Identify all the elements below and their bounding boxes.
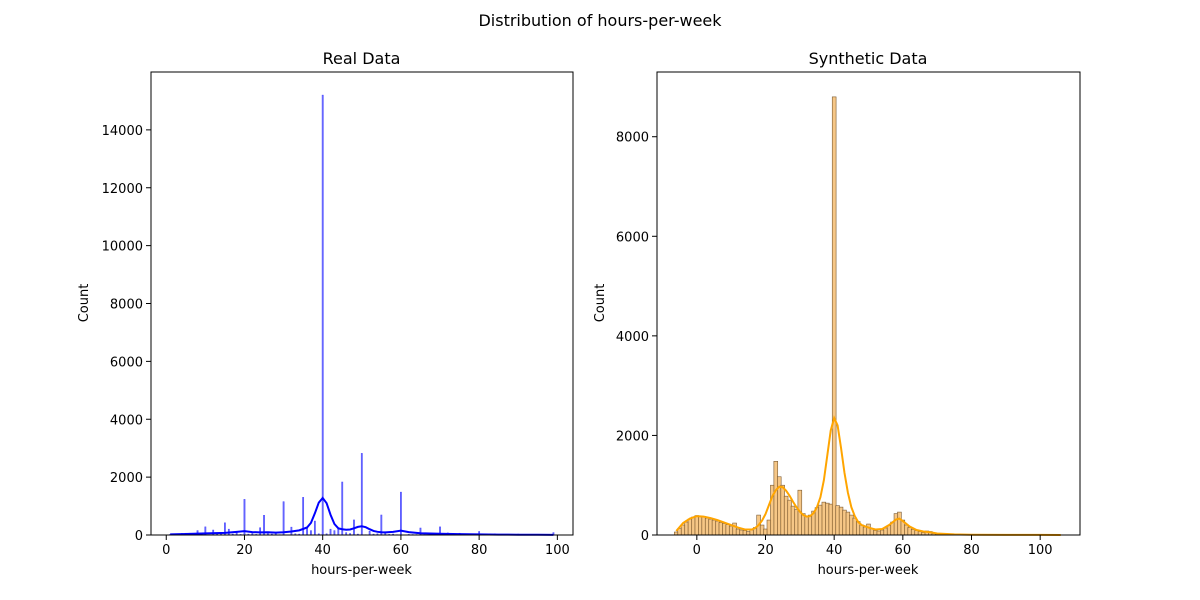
y-tick-label: 12000 — [102, 182, 143, 197]
histogram-bar — [337, 528, 340, 536]
subplot-title: Real Data — [323, 49, 401, 68]
y-tick-label: 10000 — [102, 240, 143, 255]
x-axis-ticks: 0 20 40 60 80 100 — [693, 535, 1053, 558]
y-tick-label: 0 — [641, 529, 649, 544]
y-tick-label: 0 — [135, 529, 143, 544]
x-axis-label: hours-per-week — [818, 563, 919, 578]
histogram-bar — [310, 530, 312, 536]
x-tick-label: 100 — [1028, 543, 1053, 558]
y-axis-ticks: 0 2000 4000 6000 8000 10000 12000 14000 — [102, 124, 151, 544]
histogram-bar — [321, 94, 324, 536]
x-tick-label: 60 — [895, 543, 912, 558]
axes-frame — [656, 71, 1081, 536]
histogram-bar — [313, 520, 316, 536]
histogram-bar — [831, 96, 837, 536]
histogram-bar — [400, 491, 402, 536]
x-tick-label: 0 — [162, 543, 170, 558]
subplot-title: Synthetic Data — [809, 49, 928, 68]
histogram-bar — [243, 499, 246, 536]
histogram-bar — [282, 501, 285, 536]
kde-curve — [170, 496, 554, 536]
y-tick-label: 2000 — [616, 429, 649, 444]
y-tick-label: 6000 — [616, 230, 649, 245]
x-axis-ticks: 0 20 40 60 80 100 — [162, 535, 570, 558]
y-tick-label: 4000 — [616, 330, 649, 345]
x-tick-label: 20 — [757, 543, 774, 558]
x-tick-label: 20 — [236, 543, 253, 558]
y-tick-label: 6000 — [110, 355, 143, 370]
y-tick-label: 8000 — [110, 298, 143, 313]
y-tick-label: 8000 — [616, 131, 649, 146]
y-tick-label: 14000 — [102, 124, 143, 139]
y-axis-label: Count — [77, 284, 92, 323]
x-tick-label: 0 — [693, 543, 701, 558]
y-axis-label: Count — [593, 284, 608, 323]
subplot-real-data: Real Data 0 20 40 60 80 100 0 2000 4000 6000 8000… — [77, 49, 574, 578]
histogram-bar — [368, 530, 371, 536]
y-tick-label: 4000 — [110, 413, 143, 428]
x-tick-label: 100 — [545, 543, 570, 558]
x-tick-label: 80 — [963, 543, 980, 558]
figure-suptitle: Distribution of hours-per-week — [478, 11, 722, 30]
histogram-bar — [360, 453, 363, 536]
histogram-bar — [329, 528, 332, 536]
histogram-bar — [333, 530, 336, 536]
x-axis-label: hours-per-week — [311, 563, 412, 578]
x-tick-label: 60 — [393, 543, 410, 558]
subplot-synthetic-data: Synthetic Data 0 20 40 60 80 100 0 2000 4000 600… — [593, 49, 1081, 578]
histogram-bar — [306, 528, 308, 536]
kde-curve — [675, 415, 1061, 536]
histogram-bar — [341, 481, 344, 536]
y-axis-ticks: 0 2000 4000 6000 8000 — [616, 131, 657, 544]
x-tick-label: 40 — [314, 543, 331, 558]
x-tick-label: 40 — [826, 543, 843, 558]
y-tick-label: 2000 — [110, 471, 143, 486]
x-tick-label: 80 — [471, 543, 488, 558]
axes-frame — [150, 71, 574, 536]
